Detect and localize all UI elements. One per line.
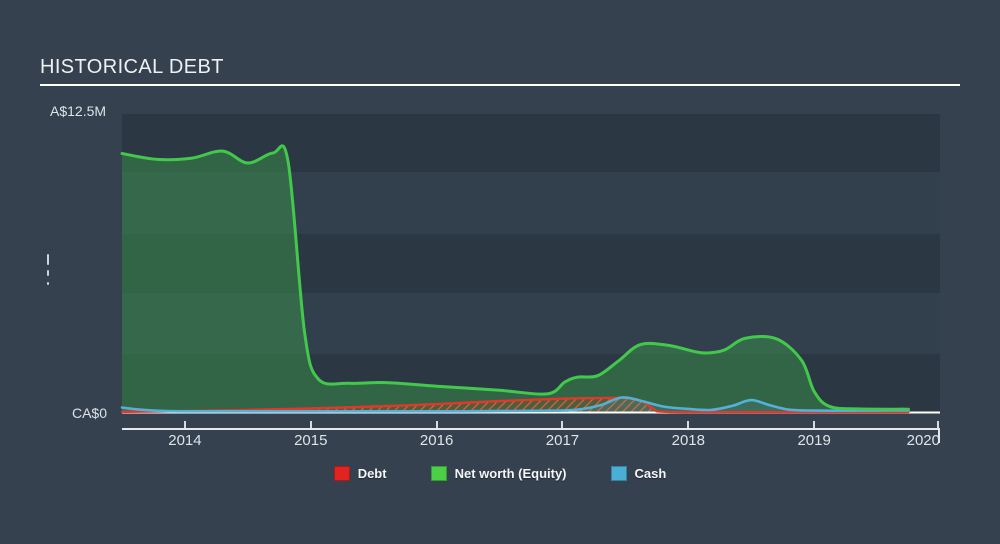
x-tick-label: 2015 [294,432,328,449]
x-tick-mark [937,421,939,428]
x-tick-label: 2017 [545,432,580,449]
x-axis-line [122,428,940,430]
cash-line [120,396,910,413]
x-tick-label: 2016 [419,432,454,449]
x-tick-mark [561,421,564,428]
legend-label: Debt [357,466,387,481]
grid-band [122,172,940,234]
x-tick-label: 2019 [797,432,831,449]
x-tick-mark [435,421,438,428]
y-axis-zero-label: CA$0 [71,405,107,421]
legend-label: Cash [634,466,667,481]
x-tick-label: 2020 [906,432,940,449]
plot-svg-host [120,114,940,414]
page-title: HISTORICAL DEBT [40,56,224,78]
x-tick-mark [309,421,312,428]
y-axis-top-label: A$12.5M [50,103,107,119]
legend-item-networth[interactable]: Net worth (Equity) [430,466,567,481]
chart-svg [120,144,940,414]
x-tick-mark [183,421,186,428]
networth-line [120,144,910,411]
networth-swatch-icon [430,466,447,481]
debt-line [120,396,910,414]
x-tick-mark [687,421,690,428]
grid-band [122,234,940,293]
networth-area [122,145,909,413]
legend-item-debt[interactable]: Debt [333,466,387,481]
grid-band [122,293,940,354]
x-tick-mark [813,421,816,428]
x-tick-label: 2018 [671,432,705,449]
grid-band [122,114,940,172]
legend-item-cash[interactable]: Cash [610,466,667,481]
legend: Debt Net worth (Equity) Cash [0,466,1000,481]
debt-swatch-icon [333,466,350,481]
x-tick-label: 2014 [168,432,202,449]
cash-swatch-icon [610,466,627,481]
title-underline [40,84,960,86]
plot-area [120,114,940,414]
x-axis-end-cap [938,428,940,443]
y-axis-mid-mark [47,254,50,285]
legend-label: Net worth (Equity) [454,466,567,481]
x-axis: 2014 2015 2016 2017 2018 2019 2020 [122,421,940,453]
